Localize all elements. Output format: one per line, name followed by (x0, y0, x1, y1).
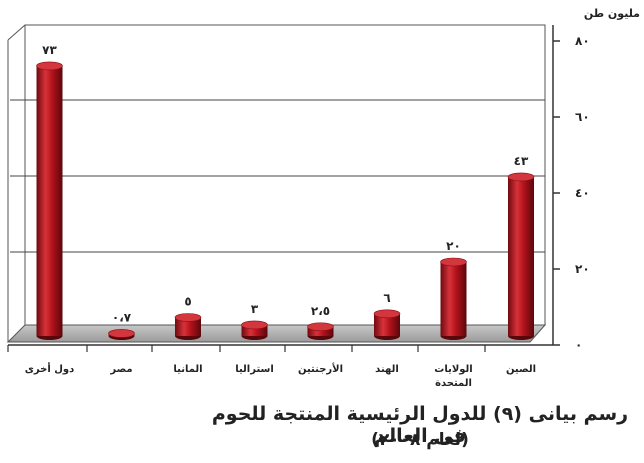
value-label: ٠،٧ (112, 310, 132, 324)
bar (174, 313, 202, 340)
value-label: ٥ (184, 295, 191, 309)
bar-top (241, 320, 268, 330)
chart-title: رسم بيانى (٩) للدول الرئيسية المنتجة للح… (211, 403, 629, 447)
bar-top (507, 172, 535, 182)
bar (373, 309, 401, 340)
value-label: ٤٣ (514, 154, 529, 168)
value-label: ٣ (251, 302, 259, 316)
bar (36, 61, 63, 340)
bars (36, 61, 535, 340)
bar-body (508, 176, 534, 336)
bar (108, 329, 135, 340)
bar (507, 172, 535, 340)
bar-top (440, 257, 467, 267)
category-label: المانيا (173, 364, 202, 375)
bar-body (175, 317, 201, 336)
category-label: الأرجنتين (298, 362, 343, 375)
bar-body (36, 65, 63, 337)
chart-subtitle: (لعام ٢٠٠٨) (371, 430, 469, 450)
bar (241, 320, 268, 340)
value-label: ٦ (383, 291, 390, 305)
value-labels: ٤٣ ٢٠ ٦ ٢،٥ ٣ ٥ ٠،٧ ٧٣ (42, 43, 529, 325)
y-tick-label: ٠ (575, 338, 582, 352)
bar (307, 322, 334, 340)
category-labels: الصين الولايات المتحدة الهند الأرجنتين استرال… (7, 345, 536, 389)
bar-body (307, 326, 334, 336)
bar-top (36, 61, 63, 71)
category-label: المتحدة (435, 378, 472, 389)
bar-top (174, 313, 202, 322)
bar-top (373, 309, 401, 319)
plot-side-top (7, 24, 26, 41)
category-label: استراليا (235, 364, 274, 375)
bar-top (307, 322, 334, 332)
category-label: دول أخرى (25, 362, 75, 375)
bar-body (241, 324, 268, 336)
bar-body (374, 313, 400, 336)
y-tick-label: ٦٠ (575, 110, 590, 124)
y-ticks: ٠ ٢٠ ٤٠ ٦٠ ٨٠ (553, 34, 590, 352)
bar-top (108, 329, 135, 338)
y-tick-label: ٨٠ (575, 34, 590, 48)
bar-body (440, 262, 467, 336)
category-label: الهند (375, 364, 399, 375)
value-label: ٢٠ (446, 239, 461, 253)
value-label: ٧٣ (42, 43, 57, 57)
category-label: الصين (506, 364, 536, 375)
y-tick-label: ٢٠ (575, 262, 590, 276)
bar (440, 257, 467, 340)
y-axis-title: مليون طن (584, 7, 640, 20)
category-label: مصر (109, 364, 132, 375)
plot-back-wall (24, 24, 546, 326)
plot-floor (6, 324, 547, 343)
y-tick-label: ٤٠ (575, 186, 590, 200)
category-label: الولايات (434, 364, 472, 375)
value-label: ٢،٥ (311, 304, 330, 318)
